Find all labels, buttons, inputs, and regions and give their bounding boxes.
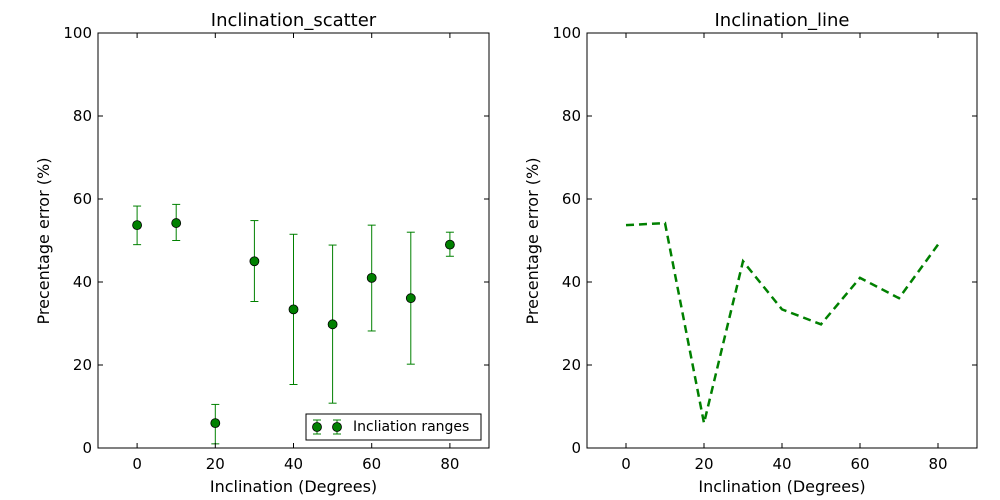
y-tick-label: 60 (562, 190, 581, 208)
data-point (171, 218, 182, 228)
line-chart-plot-frame (586, 32, 978, 449)
y-tick-label: 0 (82, 439, 92, 457)
legend-marker (312, 422, 322, 432)
data-point (210, 418, 221, 429)
y-tick-label: 100 (552, 24, 581, 42)
scatter-chart-xlabel: Inclination (Degrees) (210, 477, 377, 496)
line-chart-xlabel: Inclination (Degrees) (698, 477, 865, 496)
x-tick-label: 80 (440, 455, 459, 473)
x-tick-label: 20 (206, 455, 225, 473)
x-tick-label: 0 (621, 455, 631, 473)
line-chart-title: Inclination_line (714, 10, 849, 31)
y-tick-label: 20 (562, 356, 581, 374)
scatter-chart-legend: Incliation ranges (305, 413, 482, 441)
x-tick-label: 0 (132, 455, 142, 473)
y-tick-label: 80 (562, 107, 581, 125)
data-point (366, 272, 377, 283)
x-tick-label: 60 (362, 455, 381, 473)
data-point (132, 220, 143, 231)
legend-label: Incliation ranges (353, 419, 469, 435)
line-chart-ylabel: Precentage error (%) (523, 158, 542, 325)
data-point (327, 319, 338, 330)
x-tick-label: 20 (694, 455, 713, 473)
data-point (405, 293, 416, 304)
data-point (249, 256, 260, 267)
scatter-chart-ylabel: Precentage error (%) (34, 158, 53, 325)
y-tick-label: 100 (63, 24, 92, 42)
y-tick-label: 40 (73, 273, 92, 291)
x-tick-label: 40 (284, 455, 303, 473)
line-chart: Inclination_line Inclination (Degrees) P… (523, 10, 978, 496)
x-tick-label: 40 (772, 455, 791, 473)
y-tick-label: 40 (562, 273, 581, 291)
data-point (288, 304, 299, 315)
legend-marker (332, 422, 342, 432)
y-tick-label: 60 (73, 190, 92, 208)
x-tick-label: 80 (928, 455, 947, 473)
data-point (444, 239, 455, 250)
series-line (625, 221, 940, 424)
x-tick-label: 60 (850, 455, 869, 473)
scatter-chart: Inclination_scatter Inclination (Degrees… (34, 10, 490, 496)
y-tick-label: 0 (571, 439, 581, 457)
y-tick-label: 80 (73, 107, 92, 125)
scatter-chart-title: Inclination_scatter (211, 10, 377, 31)
y-tick-label: 20 (73, 356, 92, 374)
